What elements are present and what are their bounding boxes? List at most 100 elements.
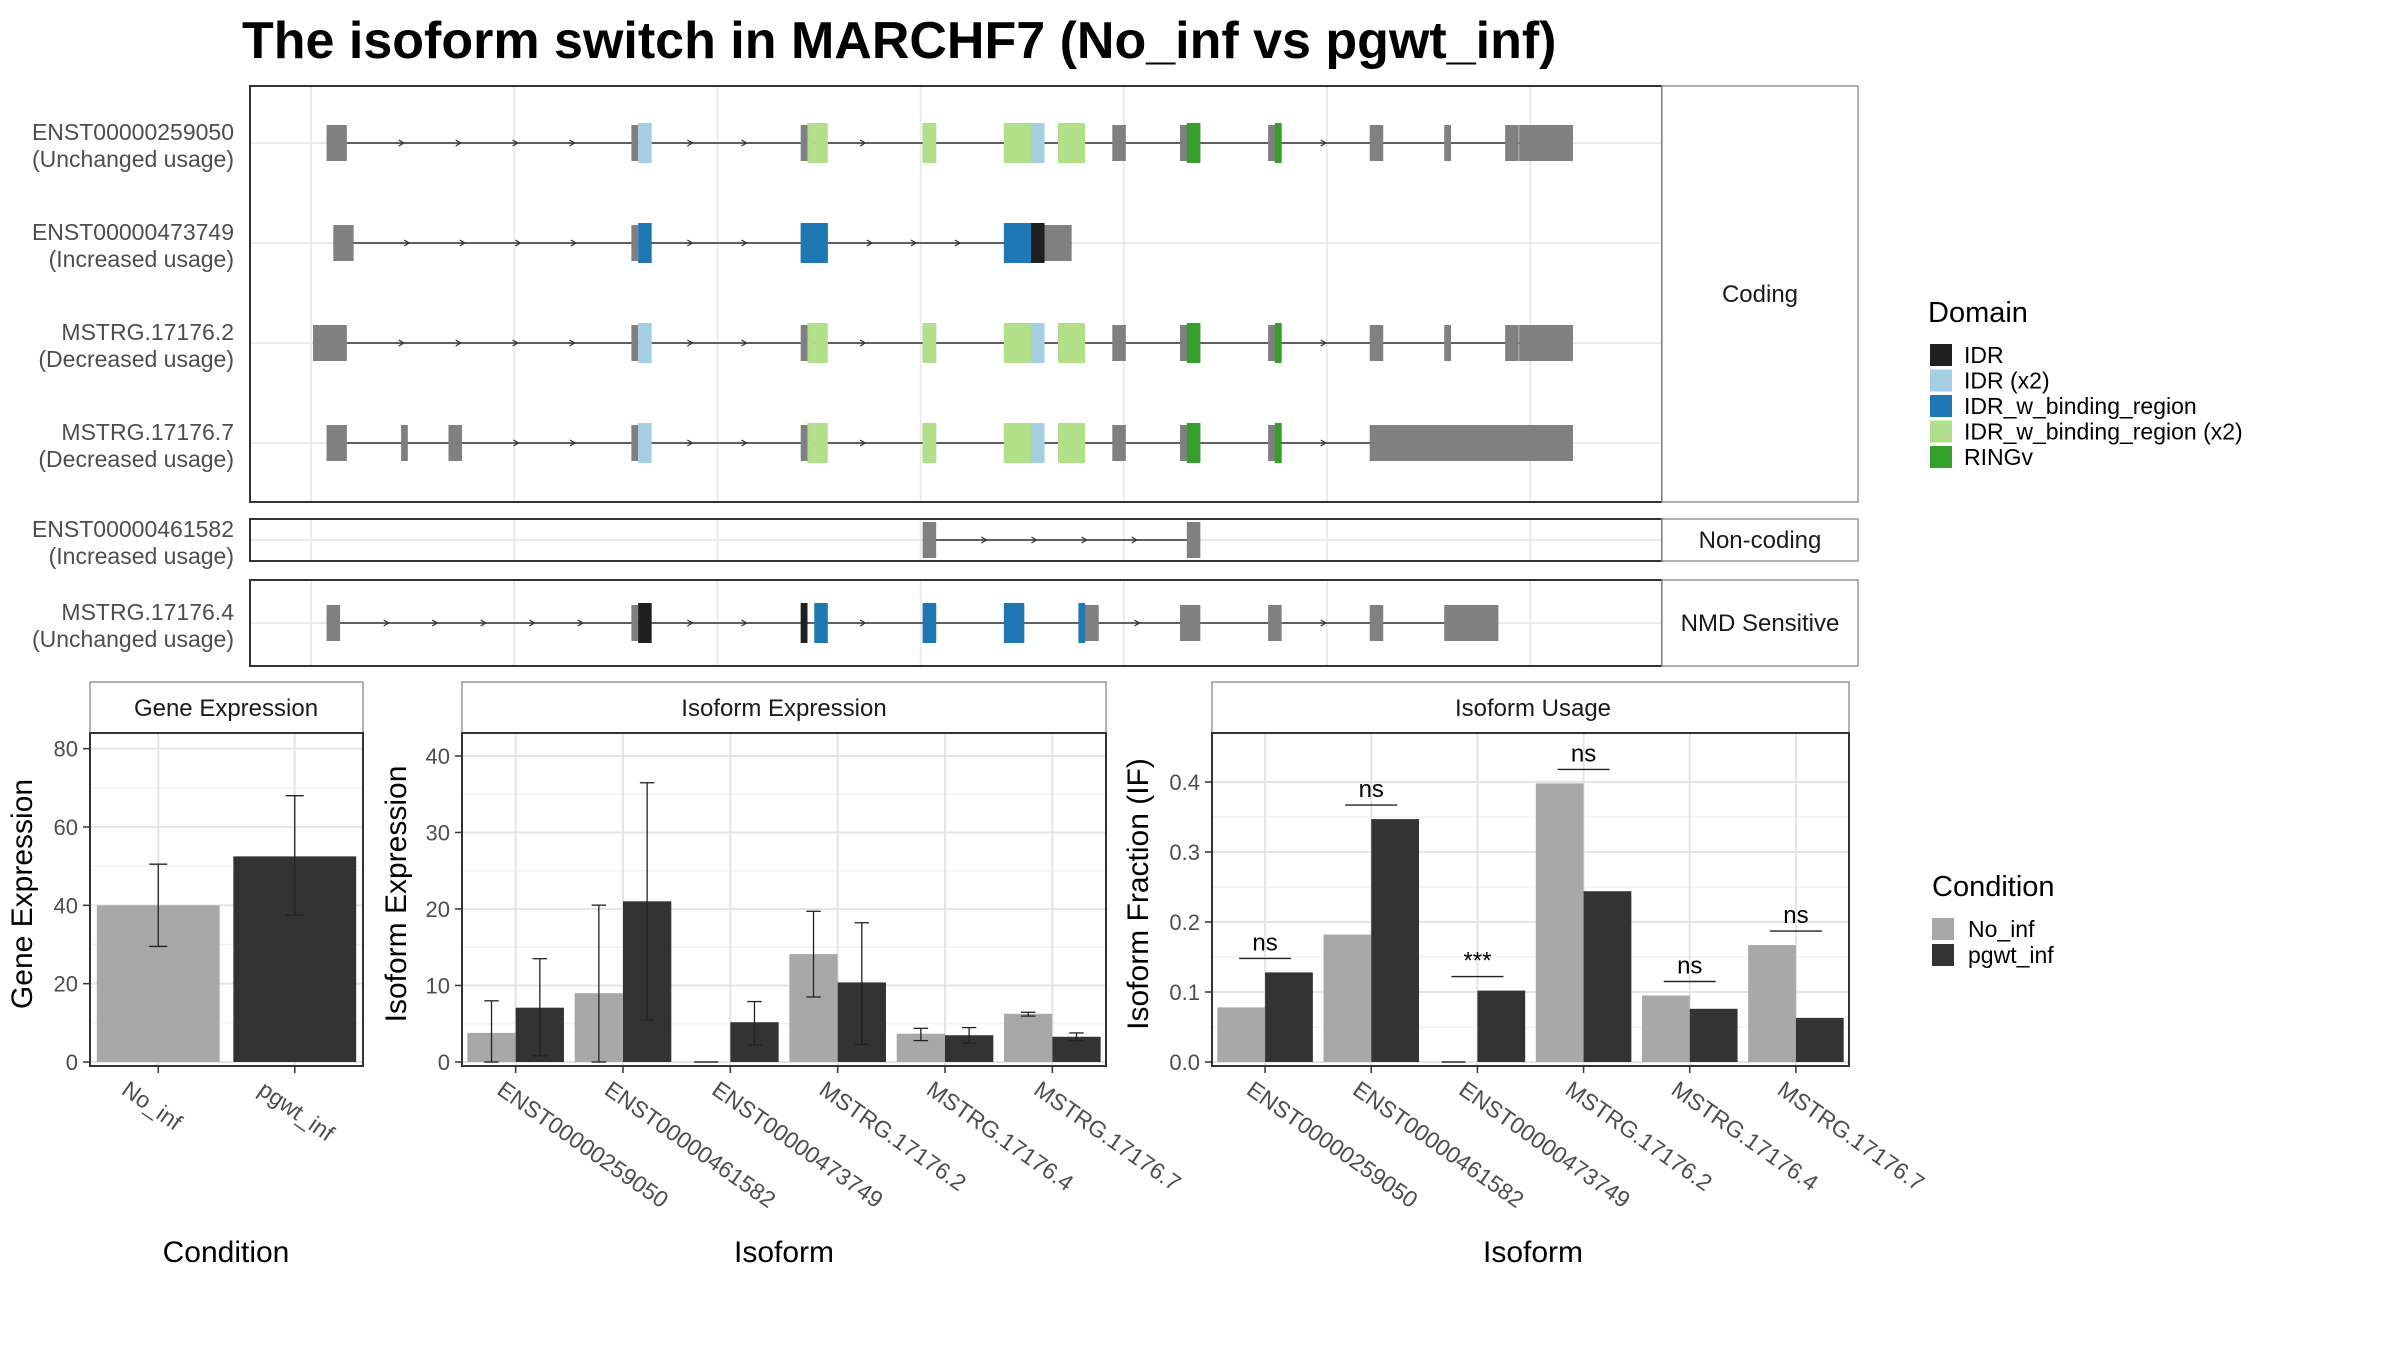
strand-arrow <box>1031 536 1038 544</box>
x-tick-label: ENST00000461582 <box>1348 1076 1528 1213</box>
domain-ringv <box>1274 123 1282 163</box>
x-tick-label: No_inf <box>117 1076 187 1136</box>
exon <box>1444 125 1451 161</box>
exon <box>631 605 639 641</box>
exon <box>333 225 354 261</box>
domain-idr-w-binding-region-x2- <box>922 123 937 163</box>
exon <box>1369 125 1384 161</box>
domain-idr-x2- <box>1031 423 1045 463</box>
strand-arrow <box>398 139 406 147</box>
condition-legend-label: No_inf <box>1968 916 2035 942</box>
x-tick-label: ENST00000473749 <box>1455 1076 1635 1213</box>
domain-idr-x2- <box>638 423 652 463</box>
domain-idr-w-binding-region <box>800 223 828 263</box>
exon <box>1180 605 1201 641</box>
strand-arrow <box>1320 139 1327 147</box>
x-tick-label: ENST00000473749 <box>707 1076 887 1213</box>
transcript-usage-label: (Unchanged usage) <box>32 626 234 652</box>
facet-strip <box>1661 85 1859 503</box>
exon <box>631 325 639 361</box>
domain-ringv <box>1186 123 1201 163</box>
domain-idr-x2- <box>1031 323 1045 363</box>
significance-label: *** <box>1463 948 1491 975</box>
isoform-usage-chart: 0.0 0.1 0.2 0.3 0.4 ns ns *** ns ns ns ENST00000259… <box>1122 681 1929 1269</box>
exon <box>326 125 347 161</box>
gene-expression-chart: 0 20 40 60 80 No_inf pgwt_inf Condition Gene Exp… <box>6 681 364 1269</box>
plot-border <box>461 732 1107 1067</box>
exon <box>326 605 341 641</box>
y-tick-label: 0.3 <box>1169 840 1200 865</box>
exon <box>326 425 347 461</box>
condition-legend-swatch <box>1932 918 1954 940</box>
transcript-id-label: MSTRG.17176.7 <box>61 419 234 445</box>
significance-label: ns <box>1677 953 1702 980</box>
domain-idr <box>638 603 652 643</box>
exon <box>631 225 639 261</box>
strand-arrow <box>686 239 694 247</box>
domain-idr-w-binding-region-x2- <box>807 323 815 363</box>
domain-legend-label: IDR_w_binding_region (x2) <box>1964 419 2243 445</box>
plot-border <box>1211 732 1850 1067</box>
domain-idr-x2- <box>1031 123 1045 163</box>
y-tick-label: 40 <box>426 744 450 769</box>
exon <box>800 125 808 161</box>
y-tick-label: 10 <box>426 973 450 998</box>
strand-arrow <box>859 339 867 347</box>
gene-expression-chart-title: Gene Expression <box>134 695 318 722</box>
exon <box>1112 125 1126 161</box>
exon <box>1268 605 1282 641</box>
bar <box>1477 990 1526 1062</box>
transcript-id-label: ENST00000259050 <box>32 119 234 145</box>
isoform-expression-y-axis-title: Isoform Expression <box>380 766 413 1023</box>
isoform-expression-x-axis-title: Isoform <box>734 1236 834 1269</box>
exon <box>631 125 639 161</box>
exon-tail <box>1519 125 1573 161</box>
exon <box>1186 522 1201 558</box>
strand-arrow <box>513 439 520 447</box>
facet-strip-label: NMD Sensitive <box>1681 610 1840 637</box>
strand-arrow <box>980 536 988 544</box>
transcript-id-label: MSTRG.17176.2 <box>61 319 234 345</box>
strand-arrow <box>512 339 519 347</box>
significance-label: ns <box>1571 740 1596 767</box>
domain-idr-w-binding-region-x2- <box>1058 323 1086 363</box>
chart-title-strip <box>1211 681 1850 734</box>
strand-arrow <box>866 239 874 247</box>
domain-idr-w-binding-region <box>638 223 652 263</box>
exon-tail <box>1383 425 1573 461</box>
exon <box>1369 325 1384 361</box>
exon <box>1444 325 1451 361</box>
domain-idr-w-binding-region-x2- <box>1058 423 1086 463</box>
domain-ringv <box>1186 423 1201 463</box>
strand-arrow <box>569 139 576 147</box>
domain-idr-w-binding-region-x2- <box>814 123 828 163</box>
strand-arrow <box>383 619 390 627</box>
significance-label: ns <box>1783 902 1808 929</box>
x-tick-label: ENST00000259050 <box>493 1076 673 1213</box>
facet-strip <box>1661 579 1859 667</box>
y-tick-label: 0.1 <box>1169 980 1200 1005</box>
facet-strip-label: Non-coding <box>1699 527 1822 554</box>
isoform-usage-x-axis-title: Isoform <box>1483 1236 1583 1269</box>
figure-title: The isoform switch in MARCHF7 (No_inf vs… <box>242 12 1556 70</box>
isoform-usage-y-axis-title: Isoform Fraction (IF) <box>1122 758 1155 1030</box>
domain-idr <box>1031 223 1045 263</box>
strand-arrow <box>741 139 748 147</box>
exon <box>1505 325 1519 361</box>
significance-label: ns <box>1252 929 1277 956</box>
strand-arrow <box>403 239 411 247</box>
strand-arrow <box>569 339 576 347</box>
strand-arrow <box>686 439 694 447</box>
transcript-usage-label: (Increased usage) <box>49 543 234 569</box>
exon <box>1369 605 1384 641</box>
domain-ringv <box>1186 323 1201 363</box>
domain-idr <box>800 603 808 643</box>
exon <box>922 522 937 558</box>
transcript-id-label: MSTRG.17176.4 <box>61 599 234 625</box>
y-tick-label: 0 <box>66 1050 78 1075</box>
domain-ringv <box>1274 423 1282 463</box>
strand-arrow <box>514 239 522 247</box>
y-tick-label: 80 <box>54 737 78 762</box>
